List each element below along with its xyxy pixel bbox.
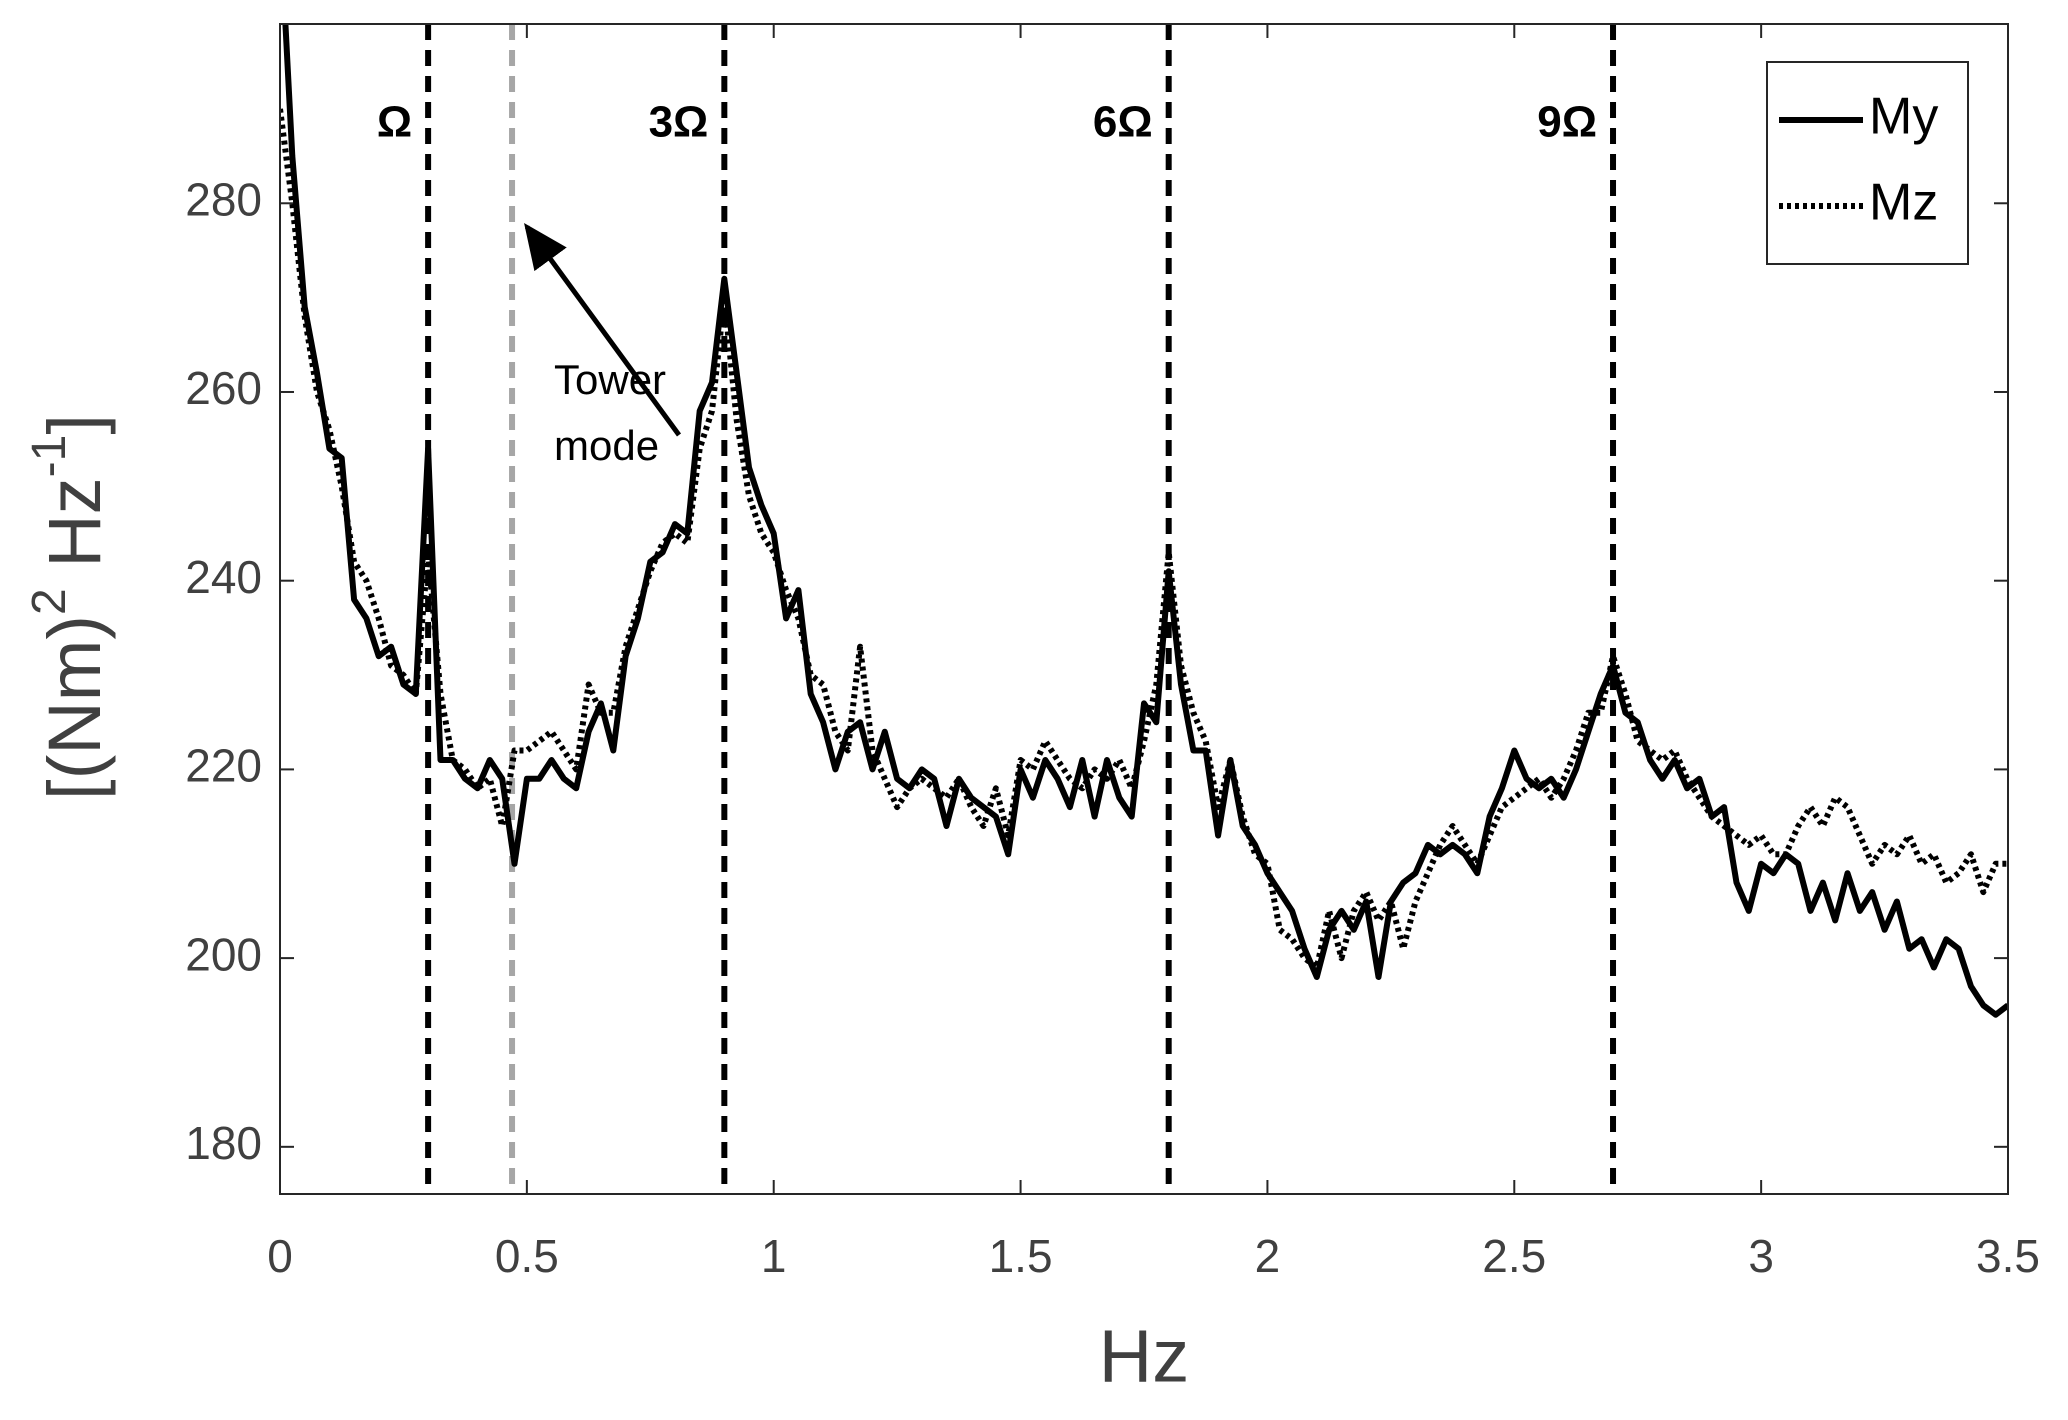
- legend-label: My: [1869, 88, 1938, 146]
- y-axis-label: [(Nm)2 Hz-1]: [23, 414, 116, 800]
- x-tick-label: 3.5: [1976, 1230, 2040, 1282]
- x-tick-label: 2.5: [1482, 1230, 1546, 1282]
- y-tick-label: 240: [185, 551, 262, 603]
- y-axis-label-part: -1: [23, 435, 76, 478]
- plot-frame: [279, 23, 2009, 1195]
- y-tick-label: 200: [185, 928, 262, 980]
- y-axis-label-part: Hz: [33, 477, 116, 588]
- y-tick-label: 220: [185, 740, 262, 792]
- reference-label: 3Ω: [649, 98, 709, 147]
- x-tick-label: 2: [1255, 1230, 1281, 1282]
- x-tick-label: 1.5: [989, 1230, 1053, 1282]
- y-tick-label: 280: [185, 173, 262, 225]
- annotation-text: mode: [554, 422, 659, 469]
- series-line: [280, 108, 2008, 971]
- annotation-arrow: [524, 222, 682, 437]
- y-axis-label-part: ]: [33, 414, 116, 435]
- x-tick-label: 0: [267, 1230, 293, 1282]
- annotation-text: Tower: [554, 356, 666, 403]
- x-tick-label: 1: [761, 1230, 787, 1282]
- y-tick-label: 180: [185, 1117, 262, 1169]
- y-axis-label-part: [(Nm): [33, 615, 116, 800]
- reference-label: Ω: [377, 98, 412, 147]
- series-line: [282, 24, 2008, 1018]
- reference-label: 9Ω: [1537, 98, 1597, 147]
- reference-label: 6Ω: [1093, 98, 1153, 147]
- x-tick-label: 3: [1748, 1230, 1774, 1282]
- legend-box: [1766, 61, 1969, 265]
- y-axis-label-part: 2: [23, 588, 76, 615]
- x-tick-label: 0.5: [495, 1230, 559, 1282]
- x-axis-label: Hz: [1099, 1315, 1189, 1398]
- legend-label: Mz: [1869, 174, 1938, 232]
- y-tick-label: 260: [185, 362, 262, 414]
- plot-area: [280, 24, 2008, 1018]
